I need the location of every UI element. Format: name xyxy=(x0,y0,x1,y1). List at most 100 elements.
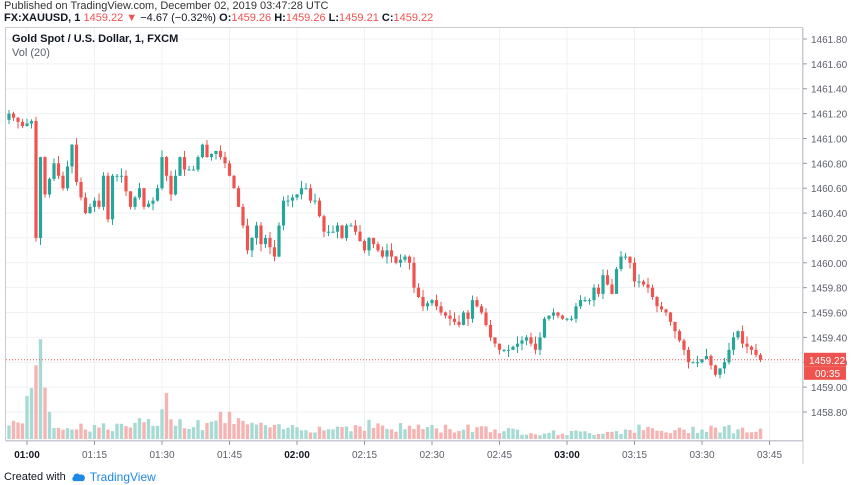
volume-bar xyxy=(151,425,155,439)
time-tick-label: 02:15 xyxy=(352,450,377,461)
volume-bar xyxy=(398,423,403,439)
chart-panel xyxy=(5,27,803,441)
candle-body xyxy=(236,188,241,207)
candle-body xyxy=(659,306,664,310)
volume-bar xyxy=(385,428,389,439)
candle-body xyxy=(133,197,137,207)
volume-bar xyxy=(533,434,538,439)
open-value: 1459.26 xyxy=(231,12,272,24)
candle-body xyxy=(623,256,628,258)
volume-bar xyxy=(709,425,713,439)
candle-body xyxy=(196,157,200,170)
volume-bar xyxy=(200,430,205,439)
candle-body xyxy=(272,247,277,257)
volume-bar xyxy=(520,434,524,439)
candle-body xyxy=(173,175,178,195)
candle-body xyxy=(362,241,367,251)
price-tick-label: 1461.40 xyxy=(811,85,848,96)
candle-body xyxy=(340,225,344,238)
volume-bar xyxy=(43,387,47,439)
candle-body xyxy=(713,365,718,375)
candle-body xyxy=(182,157,187,170)
volume-bar xyxy=(97,427,101,439)
candle-body xyxy=(533,343,538,350)
candle-body xyxy=(425,303,430,307)
volume-bar xyxy=(196,420,200,439)
volume-bar xyxy=(358,426,362,439)
candle-body xyxy=(587,300,592,302)
candle-body xyxy=(457,321,461,325)
volume-bar xyxy=(601,433,605,439)
price-tick-label: 1461.00 xyxy=(811,134,848,145)
candle-body xyxy=(691,362,695,364)
volume-bar xyxy=(736,429,740,439)
volume-bar xyxy=(277,424,281,439)
volume-bar xyxy=(16,422,20,439)
candle-body xyxy=(556,312,560,316)
candle-body xyxy=(565,318,569,320)
price-tick-label: 1459.00 xyxy=(811,383,848,394)
time-tick-label: 03:45 xyxy=(757,450,782,461)
created-with-label: Created with xyxy=(4,471,66,483)
last-price: 1459.22 xyxy=(83,12,124,24)
candle-body xyxy=(128,191,133,207)
volume-bar xyxy=(682,429,686,439)
volume-bar xyxy=(610,431,614,439)
time-tick-label: 01:15 xyxy=(82,450,107,461)
volume-bar xyxy=(425,427,430,439)
volume-bar xyxy=(353,425,358,439)
volume-bar xyxy=(560,433,565,439)
volume-bar xyxy=(47,411,52,439)
candle-body xyxy=(488,324,493,338)
candle-body xyxy=(619,256,623,270)
volume-bar xyxy=(56,427,61,439)
close-value: 1459.22 xyxy=(393,12,434,24)
volume-bar xyxy=(160,409,164,439)
volume-bar xyxy=(677,427,682,439)
volume-bar xyxy=(704,431,709,439)
volume-bar xyxy=(128,427,133,439)
candle-body xyxy=(79,181,83,198)
time-tick-label: 03:30 xyxy=(689,450,714,461)
candle-body xyxy=(376,244,380,251)
candle-body xyxy=(101,175,106,207)
volume-bar xyxy=(470,432,475,439)
volume-bar xyxy=(479,426,484,439)
candle-body xyxy=(542,318,547,338)
volume-bar xyxy=(493,429,497,439)
candle-body xyxy=(214,150,218,155)
tradingview-brand[interactable]: TradingView xyxy=(89,470,156,484)
candle-body xyxy=(349,225,353,227)
volume-bar xyxy=(754,431,758,439)
volume-bar xyxy=(380,425,385,439)
candle-body xyxy=(646,284,650,288)
candle-body xyxy=(524,337,529,341)
time-tick-label: 03:15 xyxy=(622,450,647,461)
countdown-badge xyxy=(804,366,846,380)
candle-body xyxy=(268,237,272,248)
time-tick-label: 02:45 xyxy=(487,450,512,461)
candle-body xyxy=(461,312,466,325)
change-down-icon: ▼ xyxy=(126,12,138,24)
volume-bar xyxy=(38,339,43,439)
volume-bar xyxy=(722,426,727,439)
volume-bar xyxy=(430,425,434,439)
volume-bar xyxy=(637,424,641,439)
candle-body xyxy=(295,194,299,198)
candle-body xyxy=(250,237,254,251)
volume-bar xyxy=(326,429,331,439)
time-tick-label: 02:30 xyxy=(419,450,444,461)
candle-body xyxy=(394,256,398,263)
price-tick-label: 1458.80 xyxy=(811,408,848,419)
candle-body xyxy=(443,312,448,316)
volume-bar xyxy=(88,431,92,439)
candle-body xyxy=(371,237,376,245)
candle-body xyxy=(146,203,151,207)
candle-body xyxy=(389,250,394,257)
volume-bar xyxy=(421,429,425,439)
volume-bar xyxy=(466,424,470,439)
change-value: −4.67 (−0.32%) xyxy=(140,12,217,24)
candle-body xyxy=(281,200,286,226)
price-tick-label: 1461.60 xyxy=(811,60,848,71)
